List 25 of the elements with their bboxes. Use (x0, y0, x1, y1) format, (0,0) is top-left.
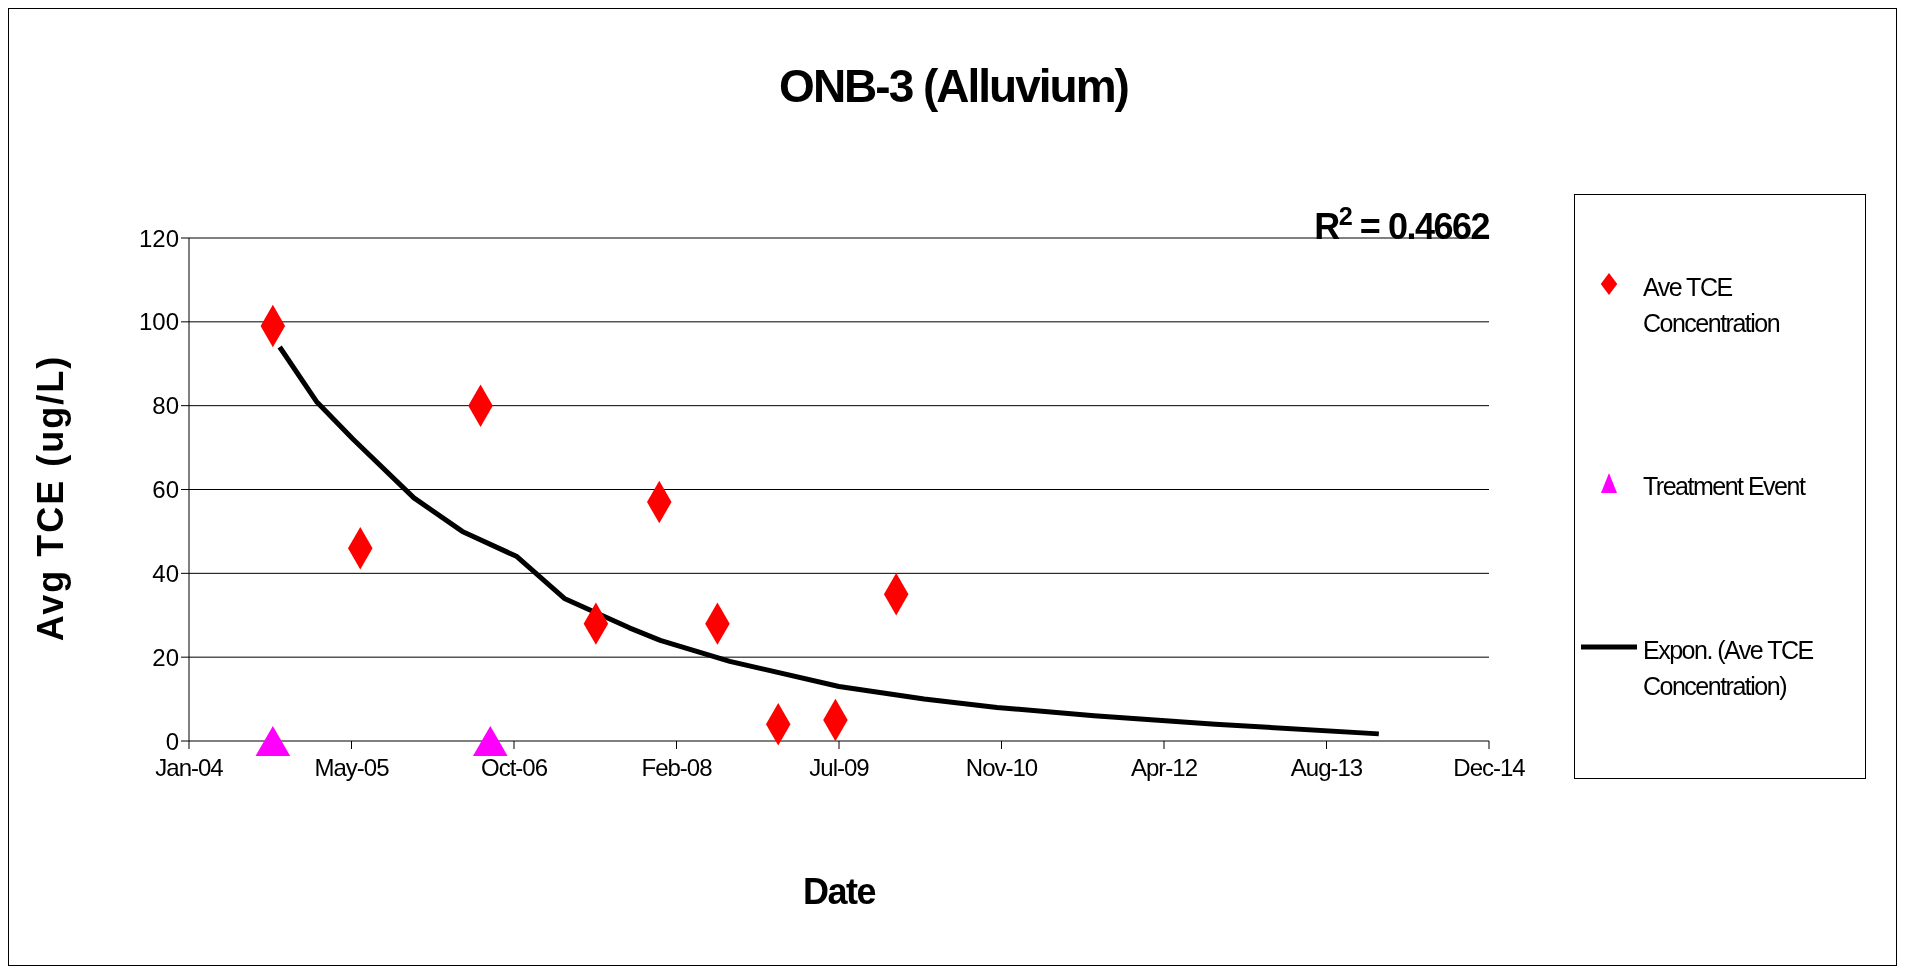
x-tick-label: Apr-12 (1130, 754, 1198, 782)
x-tick-label: Aug-13 (1290, 754, 1363, 782)
legend-label: Treatment Event (1643, 471, 1805, 503)
y-tick-label: 60 (152, 476, 179, 504)
legend-label: Ave TCE Concentration (1643, 271, 1781, 339)
x-tick-label: Oct-06 (480, 754, 548, 782)
y-tick-label: 20 (152, 643, 179, 671)
x-tick-label: Jul-09 (809, 754, 870, 782)
y-tick-label: 0 (165, 727, 179, 755)
point (472, 725, 508, 757)
x-axis-title: Date (802, 871, 877, 913)
x-tick-label: May-05 (314, 754, 390, 782)
legend-label: Expon. (Ave TCE Concentration) (1643, 635, 1814, 703)
y-tick-label: 100 (138, 308, 179, 336)
y-tick-label: 120 (138, 224, 179, 252)
x-tick-label: Feb-08 (641, 754, 713, 782)
chart-title: ONB-3 (Alluvium) (778, 59, 1129, 113)
x-tick-label: Dec-14 (1453, 754, 1526, 782)
x-tick-label: Jan-04 (155, 754, 224, 782)
y-tick-label: 40 (152, 559, 179, 587)
annotation: R$^{2}$ = 0.4662 (1314, 202, 1490, 247)
y-axis-title: Avg TCE (ug/L) (30, 354, 72, 642)
x-tick-label: Nov-10 (965, 754, 1038, 782)
point (255, 725, 291, 757)
y-tick-label: 80 (152, 392, 179, 420)
